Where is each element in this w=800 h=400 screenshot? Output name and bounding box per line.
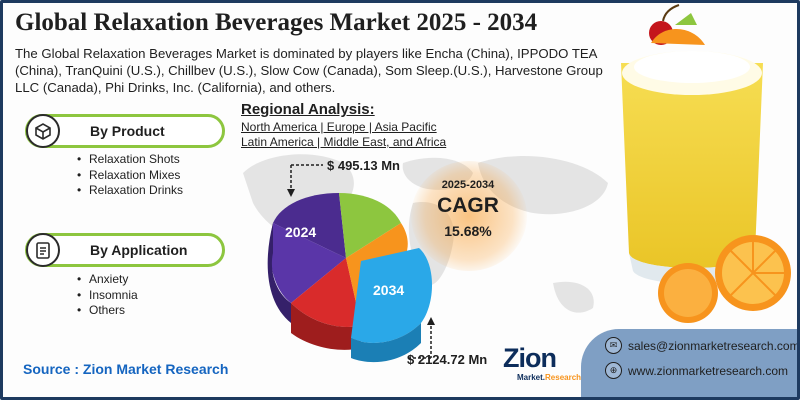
regional-title: Regional Analysis: — [241, 101, 375, 118]
beverage-illustration — [621, 4, 791, 323]
logo-subtitle: Market.Research — [517, 373, 582, 382]
application-list: Anxiety Insomnia Others — [77, 272, 138, 319]
list-item: Others — [77, 303, 138, 319]
value-start-label: $ 495.13 Mn — [327, 158, 400, 173]
segment-label-application: By Application — [90, 242, 188, 258]
source-label: Source : Zion Market Research — [23, 361, 229, 377]
product-list: Relaxation Shots Relaxation Mixes Relaxa… — [77, 152, 183, 199]
cagr-glow — [411, 161, 527, 271]
list-item: Relaxation Mixes — [77, 168, 183, 184]
pie-year-start: 2024 — [285, 224, 316, 240]
pie-slice-purple — [273, 193, 346, 258]
website-row[interactable]: ⊕ www.zionmarketresearch.com — [605, 362, 788, 379]
pie-slice-red — [291, 258, 361, 327]
cagr-years: 2025-2034 — [441, 179, 495, 191]
page-title: Global Relaxation Beverages Market 2025 … — [15, 9, 538, 36]
value-end-label: $ 2124.72 Mn — [407, 352, 488, 367]
pie-slice-green — [339, 193, 401, 258]
zion-logo: Zion Market.Research — [503, 343, 583, 393]
list-item: Insomnia — [77, 288, 138, 304]
segment-header-application: By Application — [25, 233, 225, 267]
cagr-value: 15.68% — [444, 223, 492, 239]
regional-line-2: Latin America | Middle East, and Africa — [241, 135, 447, 149]
website-text[interactable]: www.zionmarketresearch.com — [628, 363, 789, 378]
clipboard-icon — [26, 233, 60, 267]
globe-icon: ⊕ — [605, 362, 622, 379]
logo-brand: Zion — [503, 343, 557, 373]
list-item: Relaxation Shots — [77, 152, 183, 168]
market-description: The Global Relaxation Beverages Market i… — [15, 46, 603, 95]
regional-line-1: North America | Europe | Asia Pacific — [241, 120, 437, 134]
email-row[interactable]: ✉ sales@zionmarketresearch.com — [605, 337, 800, 354]
segment-header-product: By Product — [25, 114, 225, 148]
pie-slice-cyan — [351, 248, 433, 343]
arrow-icon — [287, 189, 295, 197]
email-text[interactable]: sales@zionmarketresearch.com — [628, 338, 800, 353]
list-item: Anxiety — [77, 272, 138, 288]
contact-panel: ✉ sales@zionmarketresearch.com ⊕ www.zio… — [581, 329, 800, 397]
list-item: Relaxation Drinks — [77, 183, 183, 199]
box-icon — [26, 114, 60, 148]
cagr-label: CAGR — [437, 194, 499, 217]
mail-icon: ✉ — [605, 337, 622, 354]
pie-year-end: 2034 — [373, 282, 404, 298]
segment-label-product: By Product — [90, 123, 165, 139]
pie-graphic: 2024 2034 — [267, 164, 435, 363]
